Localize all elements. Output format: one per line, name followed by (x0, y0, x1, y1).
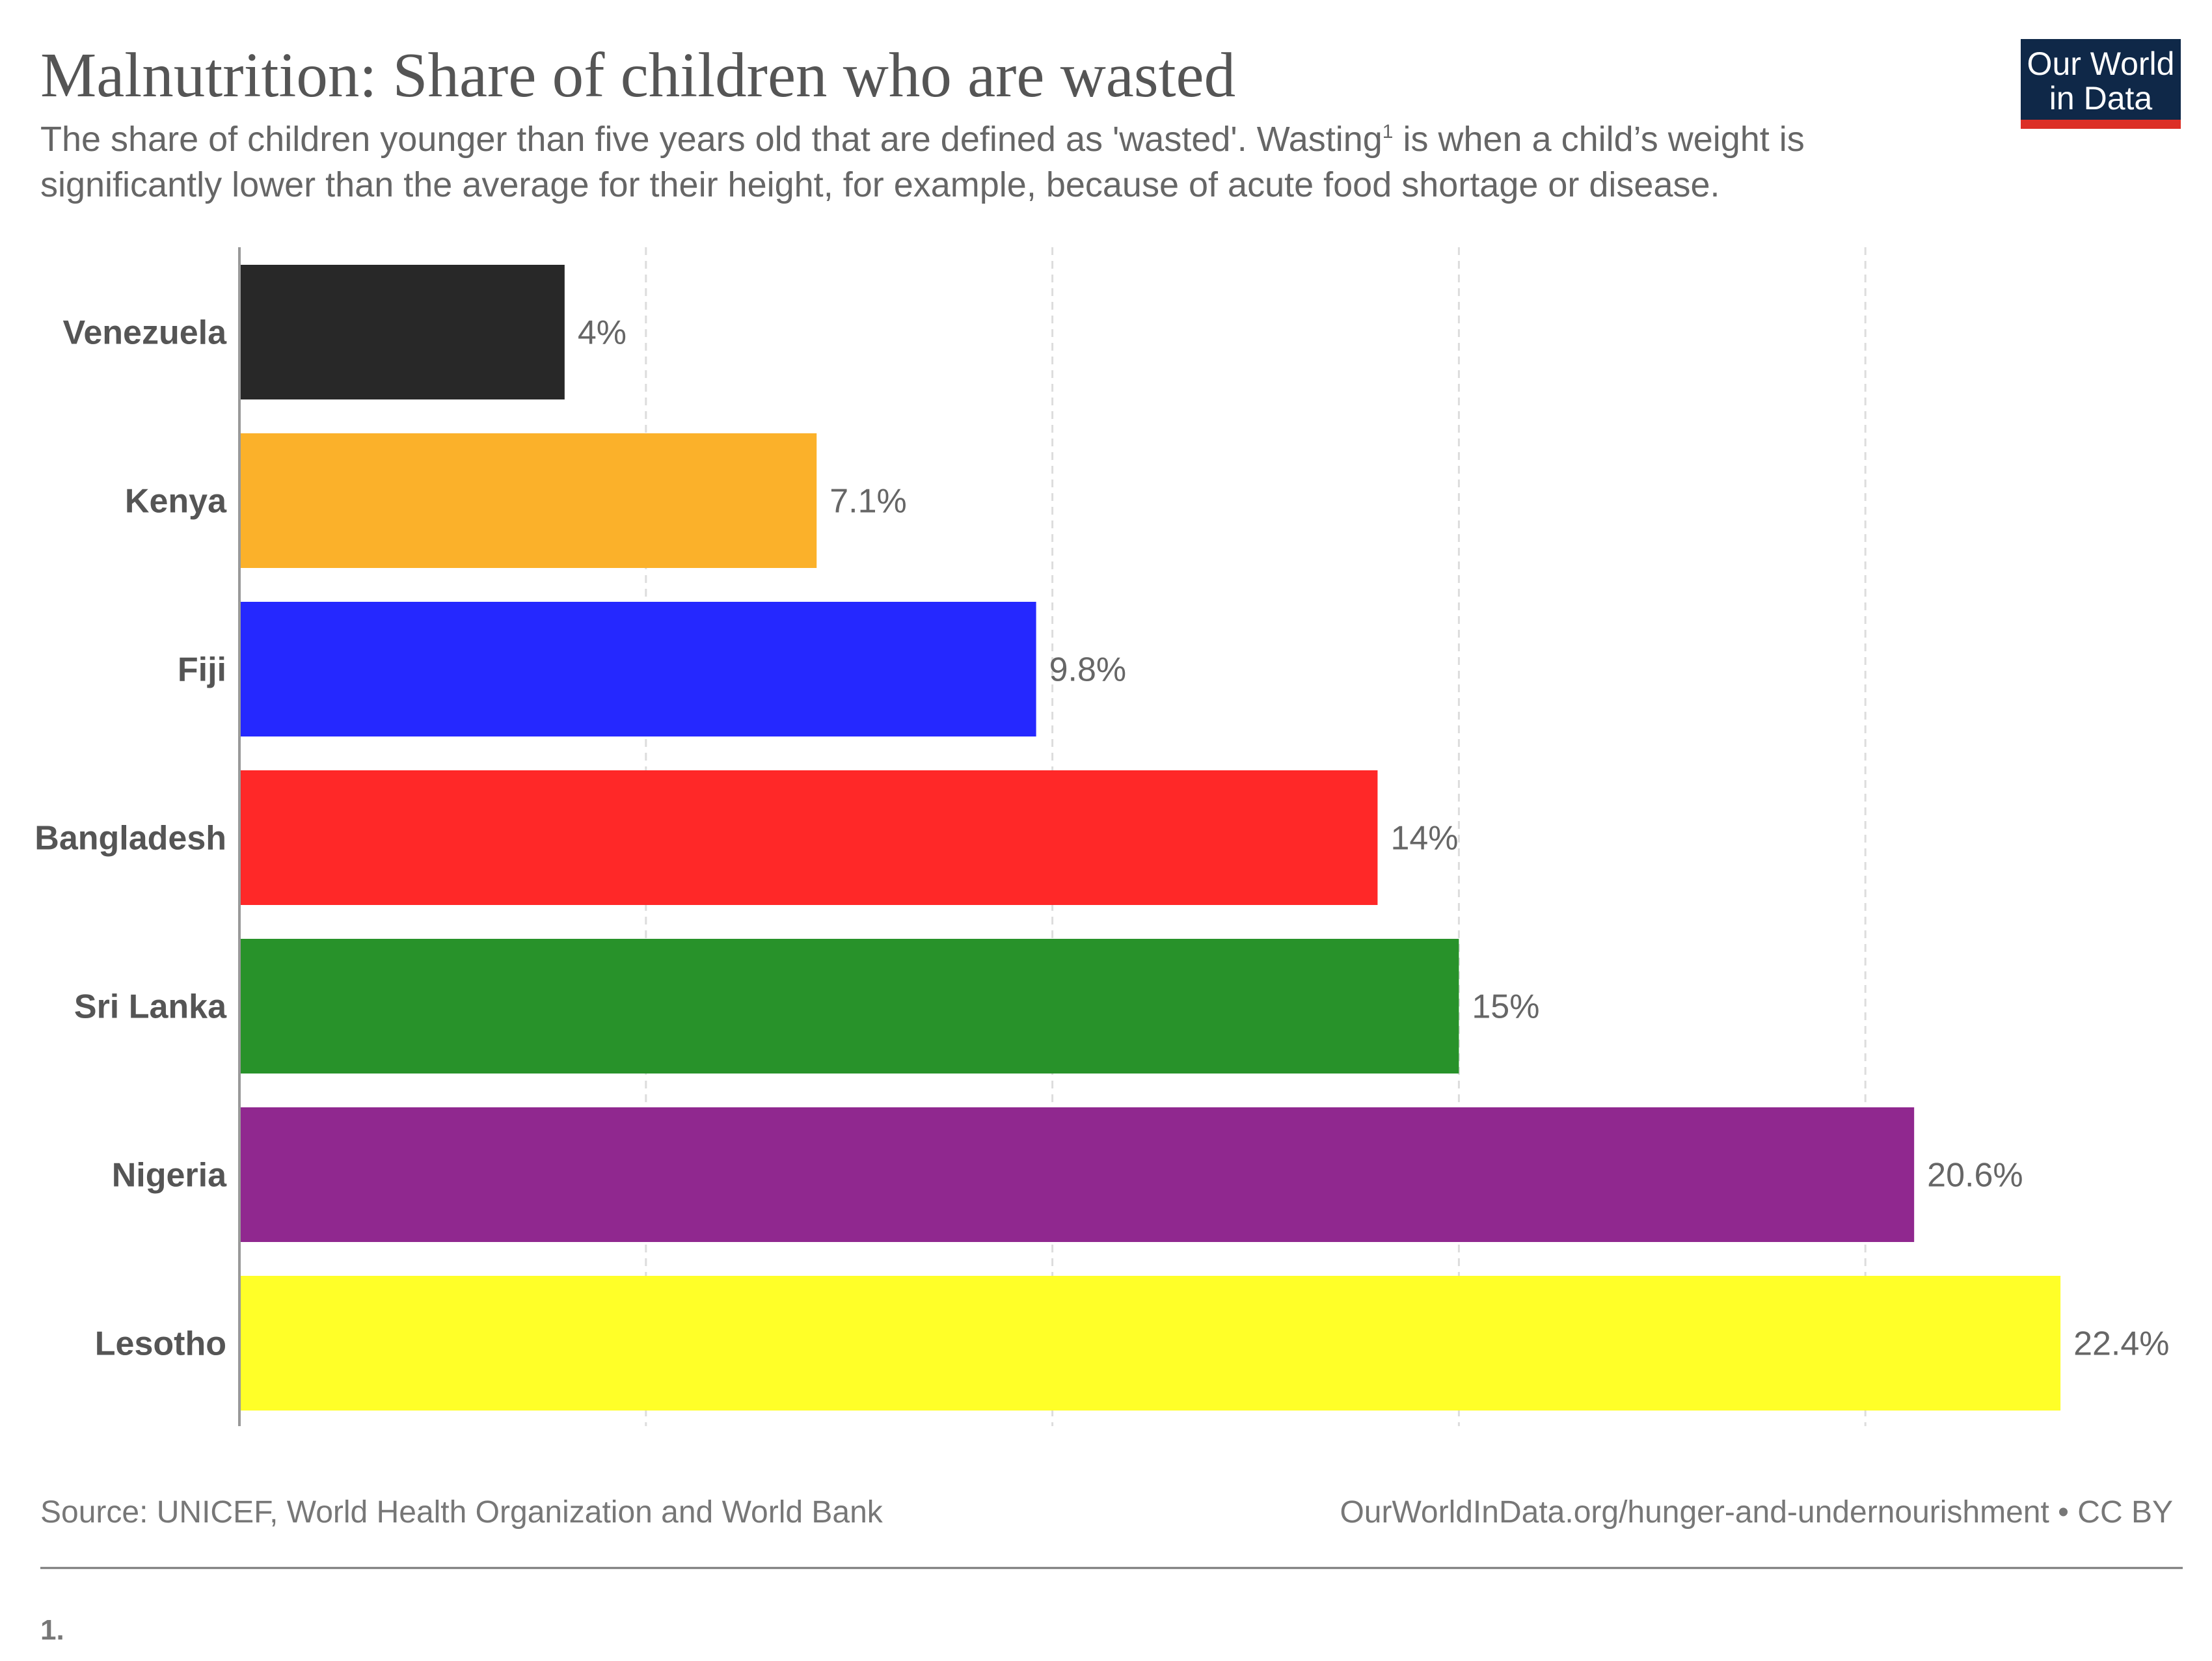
value-labels: 4% 7.1% 9.8% 14% 15% 20.6% 22.4% (578, 314, 2170, 1363)
bar-sri-lanka[interactable] (239, 939, 1459, 1074)
category-label-lesotho: Lesotho (95, 1325, 226, 1363)
logo-background (2021, 39, 2181, 120)
owid-logo[interactable]: Our World in Data (2021, 39, 2181, 129)
chart-subtitle-line2: significantly lower than the average for… (40, 165, 1720, 204)
logo-accent-bar (2021, 120, 2181, 129)
url-license-text[interactable]: OurWorldInData.org/hunger-and-undernouri… (1340, 1495, 2173, 1530)
value-label-venezuela: 4% (578, 314, 627, 352)
value-label-fiji: 9.8% (1049, 651, 1127, 689)
footnote-marker: 1. (40, 1614, 64, 1646)
value-label-kenya: 7.1% (830, 483, 907, 520)
bar-fiji[interactable] (239, 602, 1036, 736)
category-label-bangladesh: Bangladesh (34, 820, 226, 858)
bar-bangladesh[interactable] (239, 770, 1378, 905)
footnote-reference[interactable]: 1 (1382, 121, 1394, 142)
value-label-nigeria: 20.6% (1927, 1157, 2023, 1195)
bars (239, 265, 2061, 1411)
subtitle-text: The share of children younger than five … (40, 120, 1382, 159)
category-label-sri-lanka: Sri Lanka (74, 988, 227, 1026)
value-label-bangladesh: 14% (1390, 820, 1458, 858)
logo-line2: in Data (2049, 80, 2153, 116)
chart-subtitle-line1: The share of children younger than five … (40, 120, 1805, 159)
category-label-kenya: Kenya (125, 483, 227, 520)
chart-title: Malnutrition: Share of children who are … (40, 40, 1235, 110)
value-label-sri-lanka: 15% (1472, 988, 1539, 1026)
category-label-fiji: Fiji (178, 651, 226, 689)
category-label-nigeria: Nigeria (112, 1157, 227, 1195)
category-label-venezuela: Venezuela (63, 314, 228, 352)
bar-venezuela[interactable] (239, 265, 565, 399)
logo-line1: Our World (2027, 46, 2175, 82)
subtitle-text-continued: is when a child’s weight is (1393, 120, 1804, 159)
bar-nigeria[interactable] (239, 1107, 1915, 1242)
category-labels: Venezuela Kenya Fiji Bangladesh Sri Lanka Nig… (34, 314, 227, 1363)
bar-lesotho[interactable] (239, 1276, 2061, 1411)
source-text: Source: UNICEF, World Health Organizatio… (40, 1495, 883, 1530)
value-label-lesotho: 22.4% (2073, 1325, 2169, 1363)
bar-kenya[interactable] (239, 433, 817, 568)
